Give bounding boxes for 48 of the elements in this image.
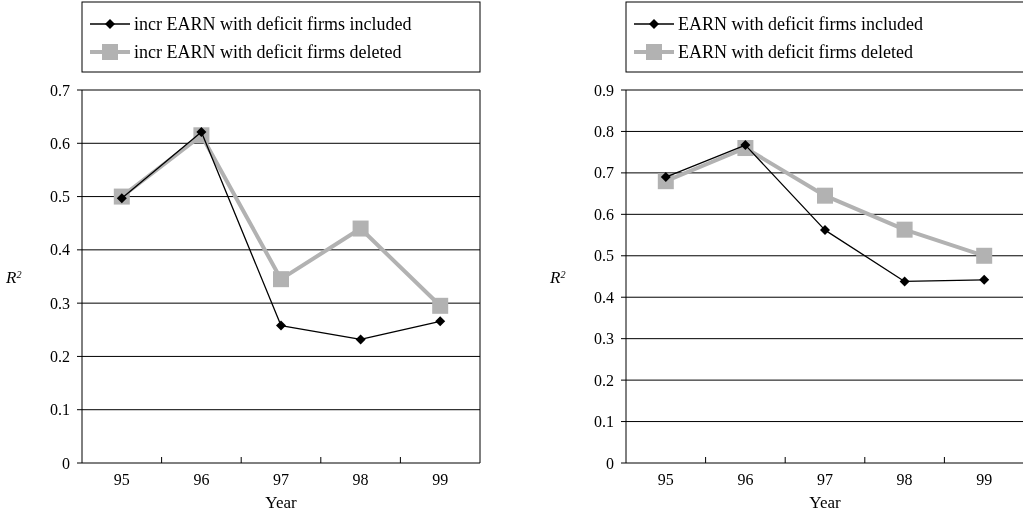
y-tick-label: 0.9 xyxy=(594,81,614,99)
legend-label: EARN with deficit firms included xyxy=(678,14,923,35)
x-tick-label: 96 xyxy=(193,471,210,488)
y-tick-label: 0 xyxy=(62,454,70,472)
legend-label: incr EARN with deficit firms included xyxy=(134,14,412,35)
y-tick-label: 0.7 xyxy=(50,81,70,99)
point xyxy=(355,334,366,345)
y-axis-title: R$^{2}$ xyxy=(5,267,22,287)
y-tick-label: 0.3 xyxy=(50,294,70,312)
point xyxy=(817,187,833,204)
x-tick-label: 97 xyxy=(817,471,833,488)
y-tick-label: 0.4 xyxy=(50,241,70,259)
y-tick-label: 0.4 xyxy=(594,288,614,306)
y-tick-label: 0.6 xyxy=(50,134,70,152)
x-tick-label: 99 xyxy=(432,471,449,488)
point xyxy=(899,276,910,287)
y-tick-label: 0 xyxy=(606,454,614,472)
x-tick-label: 98 xyxy=(896,471,913,488)
y-tick-label: 0.1 xyxy=(50,401,70,419)
y-tick-label: 0.5 xyxy=(50,188,70,206)
y-axis-title: R$^{2}$ xyxy=(549,267,566,287)
y-tick-label: 0.6 xyxy=(594,205,614,223)
x-axis-title: Year xyxy=(265,493,297,512)
x-tick-label: 95 xyxy=(657,471,674,488)
point xyxy=(979,274,990,285)
y-tick-label: 0.1 xyxy=(594,413,614,431)
point xyxy=(352,220,369,237)
y-tick-label: 0.8 xyxy=(594,123,614,141)
y-tick-label: 0.3 xyxy=(594,330,614,348)
point xyxy=(820,225,830,236)
x-tick-label: 97 xyxy=(273,471,289,488)
y-tick-label: 0.2 xyxy=(594,371,614,389)
y-tick-label: 0.7 xyxy=(594,164,614,182)
x-tick-label: 99 xyxy=(976,471,993,488)
x-tick-label: 98 xyxy=(352,471,369,488)
y-tick-label: 0.5 xyxy=(594,247,614,265)
point xyxy=(435,316,446,327)
point xyxy=(273,271,289,288)
y-tick-label: 0.2 xyxy=(50,348,70,366)
x-tick-label: 96 xyxy=(737,471,754,488)
point xyxy=(432,297,449,314)
legend-label: incr EARN with deficit firms deleted xyxy=(134,42,402,63)
legend-label: EARN with deficit firms deleted xyxy=(678,42,913,63)
x-axis-title: Year xyxy=(809,493,841,512)
point xyxy=(896,221,913,238)
point xyxy=(976,247,993,264)
x-tick-label: 95 xyxy=(113,471,130,488)
point xyxy=(276,320,286,331)
